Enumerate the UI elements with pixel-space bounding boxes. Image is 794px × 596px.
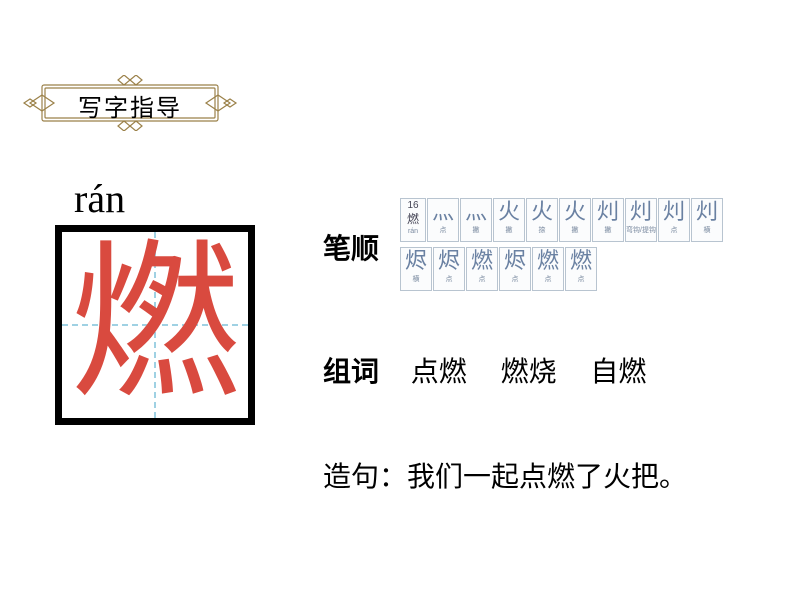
stroke-cell: 烬点: [499, 247, 531, 291]
stroke-cell: 燃点: [466, 247, 498, 291]
title-frame: 写字指导: [20, 75, 240, 131]
zaoju-line: 造句：我们一起点燃了火把。: [323, 455, 687, 495]
zuci-line: 组词 点燃 燃烧 自燃: [323, 350, 672, 390]
stroke-cell: 灲横: [691, 198, 723, 242]
stroke-cell: 火撇: [493, 198, 525, 242]
zuci-word: 点燃: [411, 356, 467, 387]
stroke-header-char: 燃: [407, 213, 419, 225]
zuci-word: 燃烧: [501, 356, 557, 387]
zuci-label: 组词: [323, 356, 379, 387]
stroke-cell: 灲撇: [592, 198, 624, 242]
zuci-word: 自燃: [590, 356, 646, 387]
stroke-header-cell: 16 燃 rán: [400, 198, 426, 242]
stroke-cell: 灲弯钩/提钩: [625, 198, 657, 242]
stroke-cell: 灬点: [427, 198, 459, 242]
stroke-cell: 火撇: [559, 198, 591, 242]
stroke-count: 16: [407, 201, 418, 211]
stroke-cell: 燃点: [532, 247, 564, 291]
stroke-cell: 灲点: [658, 198, 690, 242]
page-title: 写字指导: [20, 88, 240, 123]
stroke-cell: 火捺: [526, 198, 558, 242]
stroke-cell: 灬撇: [460, 198, 492, 242]
stroke-cell: 燃点: [565, 247, 597, 291]
stroke-order-label: 笔顺: [323, 227, 379, 267]
zaoju-label: 造句：: [323, 461, 407, 492]
stroke-row-1: 16 燃 rán 灬点 灬撇 火撇 火捺 火撇 灲撇 灲弯钩/提钩 灲点 灲横: [400, 198, 723, 242]
stroke-cell: 烬点: [433, 247, 465, 291]
stroke-row-2: 烬横 烬点 燃点 烬点 燃点 燃点: [400, 247, 597, 291]
stroke-cell: 烬横: [400, 247, 432, 291]
main-character: 燃: [62, 232, 248, 418]
zaoju-sentence: 我们一起点燃了火把。: [407, 461, 687, 492]
stroke-header-pinyin: rán: [408, 228, 418, 235]
character-box: 燃: [55, 225, 255, 425]
pinyin: rán: [74, 175, 125, 222]
